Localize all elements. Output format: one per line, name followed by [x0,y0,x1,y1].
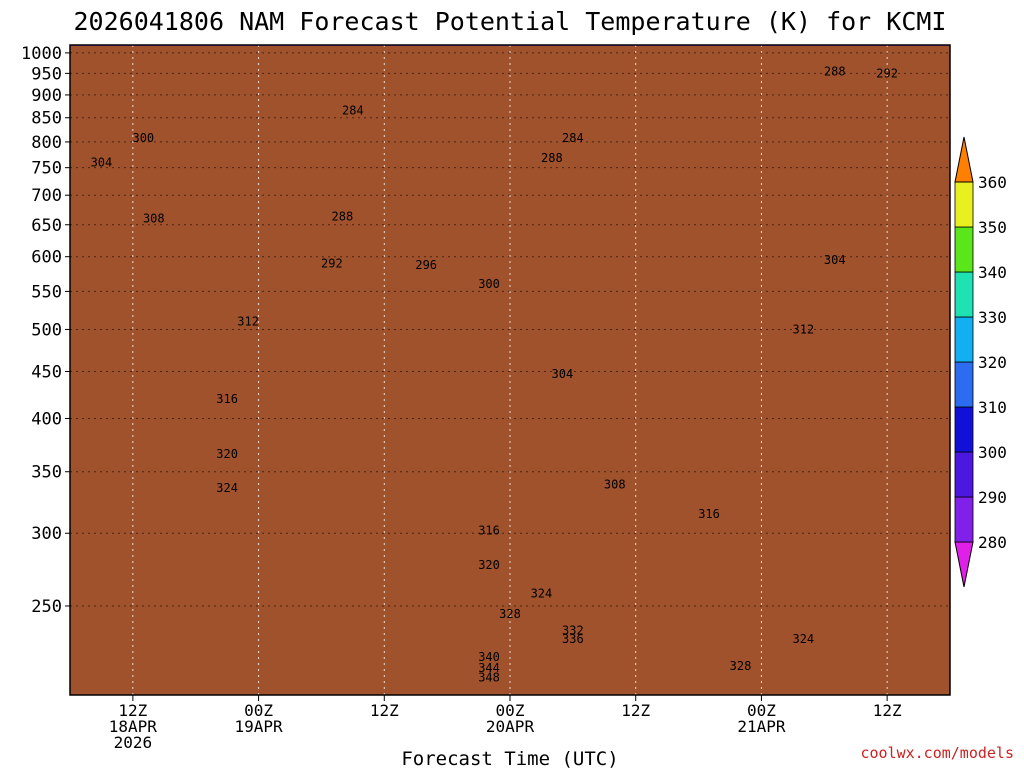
plot-area [65,45,950,701]
fill-cell [369,695,380,701]
fill-cell [452,695,463,701]
fill-cell [431,695,442,701]
chart-title: 2026041806 NAM Forecast Potential Temper… [74,7,947,36]
fill-cell [316,695,327,701]
fill-cell [180,695,191,701]
fill-cell [411,695,422,701]
fill-cell [232,695,243,701]
fill-cell [201,695,212,701]
fill-cell [96,695,107,701]
fill-cell [358,695,369,701]
fill-cell [65,695,76,701]
fill-cell [348,695,359,701]
fill-cell [75,695,86,701]
fill-cell [442,695,453,701]
fill-cell [295,695,306,701]
fill-cell [421,695,432,701]
fill-cell [222,695,233,701]
fill-cell [149,695,160,701]
fill-cell [159,695,170,701]
fill-cell [107,695,118,701]
fill-cell [285,695,296,701]
fill-cell [327,695,338,701]
fill-cell [390,695,401,701]
fill-cell [191,695,202,701]
fill-cell [211,695,222,701]
fill-cell [117,695,128,701]
fill-cell [86,695,97,701]
fill-cell [243,695,254,701]
fill-cell [274,695,285,701]
fill-cell [400,695,411,701]
fill-cell [306,695,317,701]
fill-cell [264,695,275,701]
fill-cell [337,695,348,701]
fill-cell [170,695,181,701]
fill-cell [138,695,149,701]
